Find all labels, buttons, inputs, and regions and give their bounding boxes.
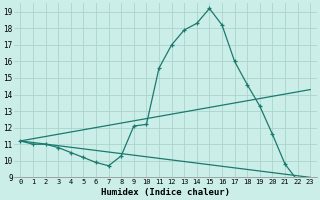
X-axis label: Humidex (Indice chaleur): Humidex (Indice chaleur)	[101, 188, 230, 197]
